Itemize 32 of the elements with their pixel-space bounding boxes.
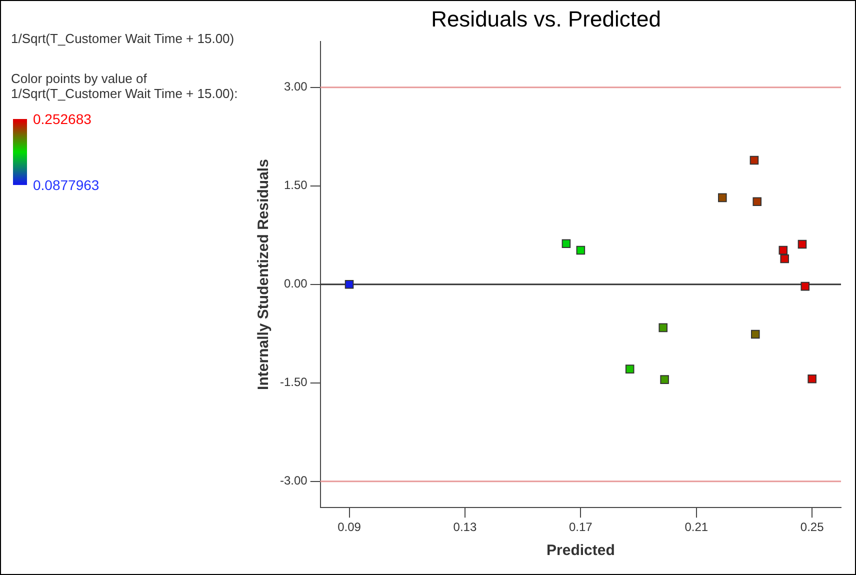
- color-bar-label: 0.252683: [33, 111, 92, 127]
- point: [780, 254, 789, 264]
- point: [576, 246, 586, 255]
- point: [718, 193, 727, 202]
- chart-title: Residuals vs. Predicted: [431, 6, 661, 32]
- point: [808, 374, 816, 384]
- y-tick-label: -3.00: [280, 474, 308, 488]
- x-tick-label: 0.13: [453, 520, 477, 534]
- x-tick-label: 0.09: [338, 520, 362, 534]
- x-tick-label: 0.17: [568, 520, 593, 534]
- point: [778, 246, 788, 255]
- point: [660, 375, 669, 384]
- point: [625, 364, 634, 374]
- point: [750, 330, 760, 339]
- x-axis-title: Predicted: [546, 542, 615, 560]
- point: [752, 197, 762, 206]
- point: [750, 156, 759, 165]
- point: [658, 323, 668, 332]
- point: [562, 239, 571, 248]
- color-bar-label: 0.0877963: [33, 177, 100, 193]
- point: [800, 282, 810, 291]
- y-tick-label: 1.50: [284, 178, 308, 192]
- y-tick-label: 0.00: [284, 276, 308, 291]
- point: [344, 280, 354, 289]
- y-axis-title: Internally Studentized Residuals: [255, 159, 272, 390]
- x-tick-label: 0.21: [684, 520, 708, 534]
- color-bar-title: Color points by value of 1/Sqrt(T_Customer Wait Time + 15.00):: [11, 71, 238, 101]
- point: [798, 240, 807, 249]
- y-tick-label: -1.50: [280, 375, 308, 390]
- text: 1/Sqrt(T_Customer Wait Time + 15.00): [11, 31, 234, 46]
- y-tick-label: 3.00: [284, 80, 308, 94]
- x-tick-label: 0.25: [800, 520, 824, 534]
